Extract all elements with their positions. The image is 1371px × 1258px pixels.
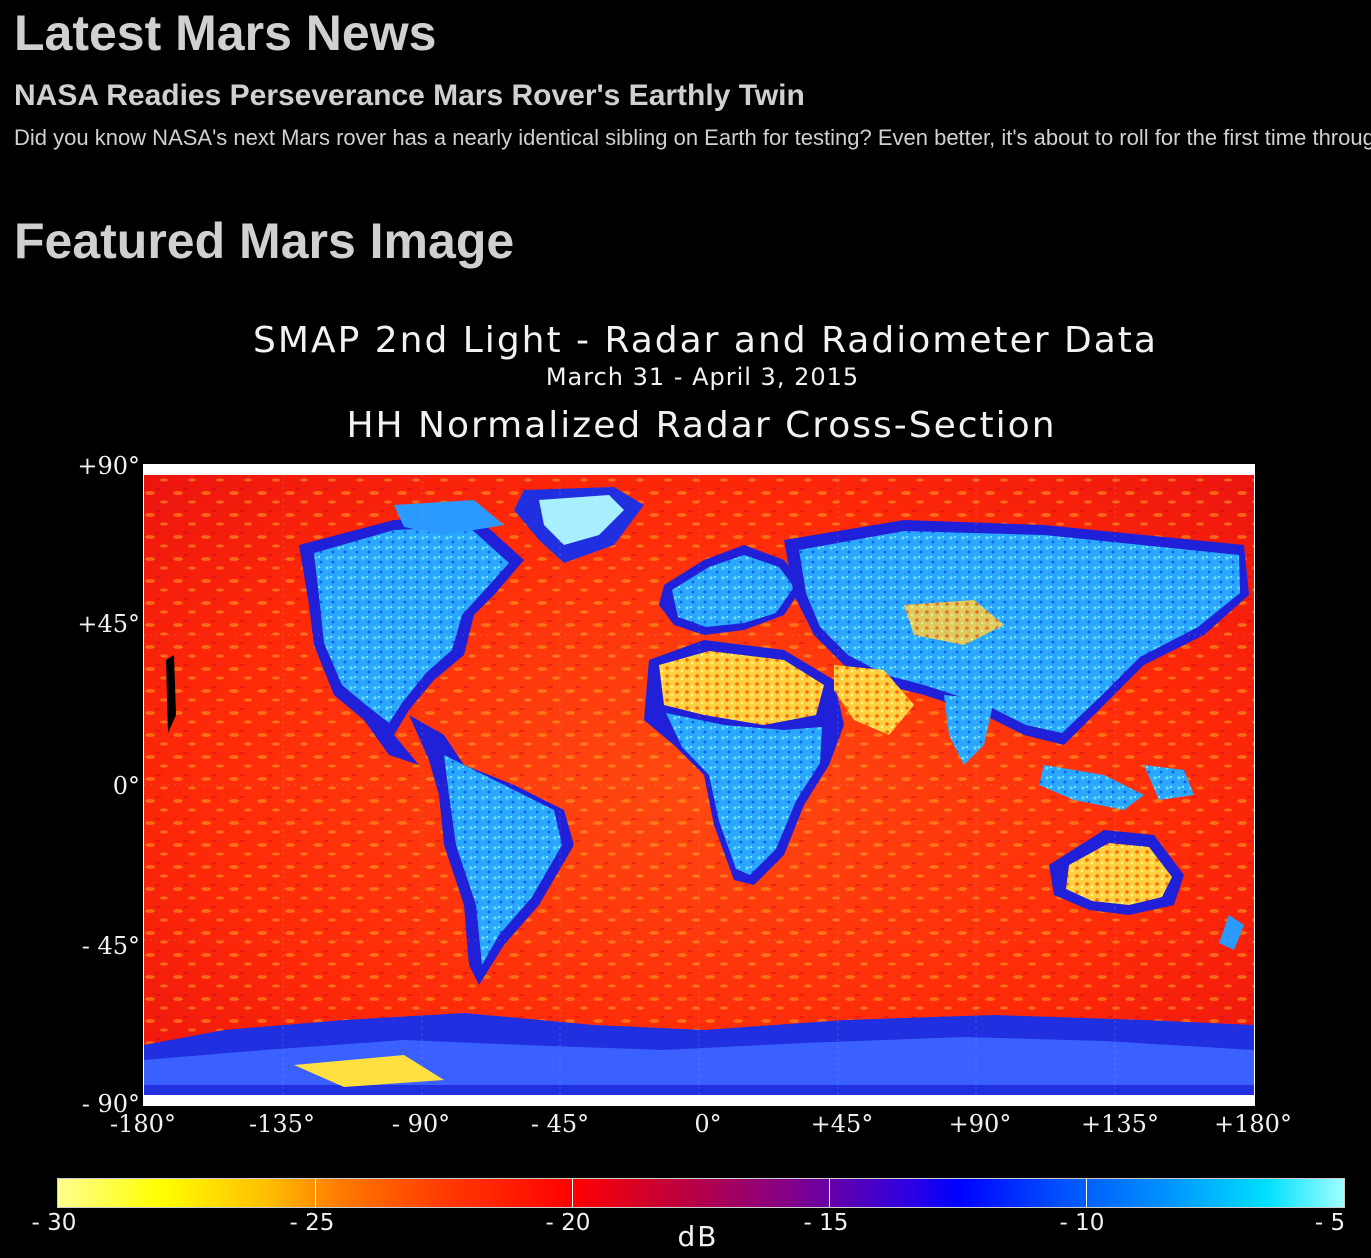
colorbar-label-minus5: - 5 [1314,1210,1346,1236]
lat-label-0: 0° [112,772,140,800]
lon-label-180w: -180° [110,1110,176,1138]
colorbar-label-minus10: - 10 [1059,1210,1105,1236]
lon-label-90e: +90° [948,1110,1012,1138]
colorbar-label-minus30: - 30 [31,1210,77,1236]
lon-label-135e: +135° [1081,1110,1159,1138]
colorbar-label-minus25: - 25 [289,1210,335,1236]
lon-label-0: 0° [694,1110,722,1138]
lon-label-45e: +45° [810,1110,874,1138]
lat-label-45n: +45° [77,610,140,638]
news-article-title[interactable]: NASA Readies Perseverance Mars Rover's E… [14,79,805,112]
featured-mars-image[interactable]: SMAP 2nd Light - Radar and Radiometer Da… [0,300,1371,1258]
latest-news-heading: Latest Mars News [14,5,437,61]
lon-label-180e: +180° [1214,1110,1292,1138]
lon-label-90w: - 90° [391,1110,451,1138]
colorbar-unit: dB [677,1220,719,1253]
lat-label-45s: - 45° [81,932,140,960]
news-article-teaser: Did you know NASA's next Mars rover has … [14,125,1371,150]
colorbar-tick [572,1179,573,1207]
image-subtitle: HH Normalized Radar Cross-Section [346,405,1057,446]
image-date-range: March 31 - April 3, 2015 [545,363,860,391]
lat-label-90s: - 90° [81,1090,140,1118]
lat-label-90n: +90° [77,452,140,480]
featured-image-heading: Featured Mars Image [14,213,515,269]
colorbar-tick [315,1179,316,1207]
colorbar-label-minus15: - 15 [803,1210,849,1236]
colorbar-tick [829,1179,830,1207]
image-title: SMAP 2nd Light - Radar and Radiometer Da… [253,320,1158,361]
lon-label-45w: - 45° [530,1110,590,1138]
radar-world-map [143,464,1255,1106]
db-colorbar [57,1178,1345,1208]
colorbar-label-minus20: - 20 [545,1210,591,1236]
colorbar-tick [1086,1179,1087,1207]
lon-label-135w: -135° [249,1110,315,1138]
